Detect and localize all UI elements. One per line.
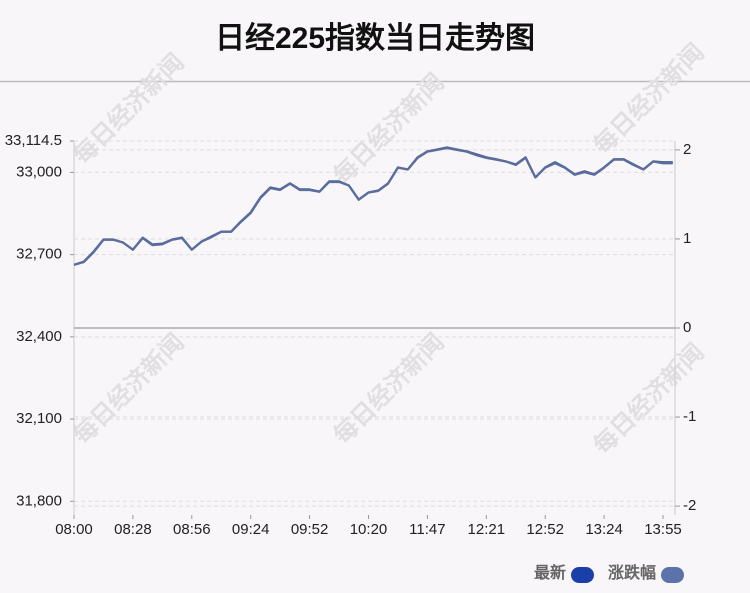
legend-swatch: [570, 567, 594, 583]
legend-label: 最新: [534, 563, 566, 582]
y-tick-label: 31,800: [16, 492, 62, 509]
y2-tick-label: 2: [683, 141, 691, 158]
x-tick-label: 09:24: [232, 521, 270, 538]
x-tick-label: 12:52: [526, 521, 564, 538]
y-tick-label: 33,114.5: [5, 132, 62, 149]
y-tick-label: 32,100: [16, 410, 62, 427]
y-tick-label: 32,700: [16, 246, 62, 263]
x-tick-label: 13:24: [585, 521, 623, 538]
x-tick-label: 09:52: [291, 521, 329, 538]
x-tick-label: 12:21: [468, 521, 506, 538]
y-tick-label: 32,400: [16, 328, 62, 345]
x-tick-label: 13:55: [644, 521, 682, 538]
legend-label: 涨跌幅: [608, 563, 656, 582]
chart-title: 日经225指数当日走势图: [215, 21, 535, 55]
y-tick-label: 33,000: [16, 163, 62, 180]
y2-tick-label: -2: [683, 497, 696, 514]
x-tick-label: 11:47: [409, 521, 445, 538]
legend-swatch: [661, 567, 684, 583]
y2-tick-label: -1: [683, 408, 696, 425]
x-tick-label: 10:20: [350, 521, 388, 538]
x-tick-label: 08:56: [173, 521, 211, 538]
y2-tick-label: 0: [683, 319, 691, 336]
series-line: [73, 147, 673, 266]
x-tick-label: 08:28: [114, 521, 152, 538]
y2-tick-label: 1: [683, 230, 691, 247]
x-tick-label: 08:00: [55, 521, 93, 538]
